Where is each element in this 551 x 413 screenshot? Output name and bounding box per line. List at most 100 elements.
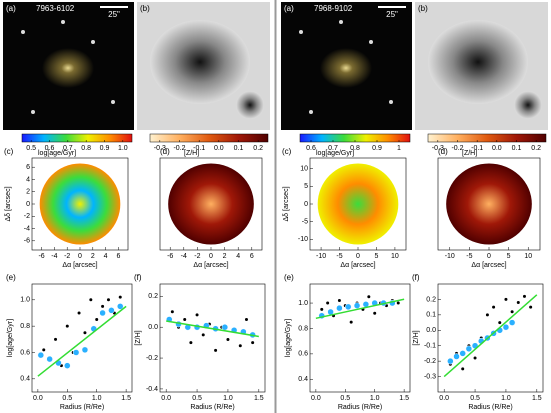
data-point bbox=[516, 301, 520, 305]
x-tick-label: 0 bbox=[487, 253, 491, 260]
binned-point bbox=[81, 346, 89, 354]
star bbox=[61, 20, 65, 24]
binned-point bbox=[108, 307, 115, 314]
data-point bbox=[367, 295, 371, 299]
data-point bbox=[77, 311, 81, 315]
x-tick-label: 5 bbox=[375, 253, 379, 260]
x-tick-label: 0.5 bbox=[62, 395, 72, 402]
colorbar-tick-label: 0.8 bbox=[350, 145, 360, 152]
x-tick-label: 0.5 bbox=[470, 395, 480, 402]
panel-label: (e) bbox=[6, 273, 16, 282]
star bbox=[111, 100, 115, 104]
x-tick-label: 0.5 bbox=[192, 395, 202, 402]
y-tick-label: 10 bbox=[300, 165, 308, 172]
data-point bbox=[65, 324, 69, 328]
map-quantity: log[age/Gyr] bbox=[316, 150, 354, 157]
colorbar-tick-label: 1 bbox=[397, 145, 401, 152]
x-tick-label: -2 bbox=[194, 253, 200, 260]
star bbox=[309, 110, 313, 114]
colorbar-tick-label: 1.0 bbox=[118, 145, 128, 152]
x-tick-label: 0 bbox=[209, 253, 213, 260]
galaxy bbox=[320, 48, 372, 88]
colorbar-tick-label: 0.0 bbox=[214, 145, 224, 152]
y-tick-label: 0.4 bbox=[298, 376, 308, 383]
data-point bbox=[95, 318, 99, 322]
binned-point bbox=[502, 323, 510, 331]
panel-label: (a) bbox=[6, 4, 16, 13]
scale-label: 25" bbox=[386, 10, 398, 19]
star bbox=[389, 100, 393, 104]
y-axis-label: log[age/Gyr] bbox=[7, 319, 14, 357]
colorbar-tick-label: 0.9 bbox=[100, 145, 110, 152]
binned-point bbox=[336, 304, 343, 312]
binned-point bbox=[453, 353, 460, 360]
y-axis-label: log[age/Gyr] bbox=[285, 319, 292, 357]
y-tick-label: 0.8 bbox=[20, 323, 30, 330]
y-tick-label: 4 bbox=[26, 176, 30, 183]
x-axis-label: Δα [arcsec] bbox=[471, 262, 506, 269]
x-tick-label: 0.0 bbox=[161, 395, 171, 402]
colorbar-tick-label: -0.1 bbox=[193, 145, 205, 152]
data-point bbox=[183, 317, 187, 321]
colorbar-tick-label: 0.1 bbox=[234, 145, 244, 152]
map-quantity: [Z/H] bbox=[462, 150, 477, 157]
map-quantity: [Z/H] bbox=[184, 150, 199, 157]
colorbar-tick-label: 0.7 bbox=[328, 145, 338, 152]
data-point bbox=[101, 304, 105, 308]
x-tick-label: 6 bbox=[250, 253, 254, 260]
data-point bbox=[529, 305, 533, 309]
y-axis-label: [Z/H] bbox=[413, 330, 420, 345]
binned-point bbox=[116, 303, 124, 310]
colorbar-tick-label: 0.5 bbox=[26, 145, 36, 152]
x-tick-label: 2 bbox=[223, 253, 227, 260]
x-tick-label: 10 bbox=[391, 253, 399, 260]
y-tick-label: -4 bbox=[24, 225, 30, 232]
x-tick-label: 0.0 bbox=[311, 395, 321, 402]
x-tick-label: 6 bbox=[116, 253, 120, 260]
binned-point bbox=[99, 309, 106, 317]
data-point bbox=[337, 299, 341, 303]
data-point bbox=[349, 320, 353, 324]
data-point bbox=[396, 301, 400, 305]
y-tick-label: 0 bbox=[26, 201, 30, 208]
binned-point bbox=[221, 323, 229, 331]
star bbox=[31, 110, 35, 114]
colorbar-tick-label: 0.0 bbox=[492, 145, 502, 152]
colorbar-tick-label: -0.2 bbox=[451, 145, 463, 152]
x-tick-label: 1.5 bbox=[399, 395, 409, 402]
y-axis-label: Δδ [arcsec] bbox=[5, 186, 12, 221]
data-point bbox=[473, 356, 477, 360]
map bbox=[39, 163, 121, 245]
x-tick-label: 1.0 bbox=[370, 395, 380, 402]
colorbar-tick-label: -0.3 bbox=[432, 145, 444, 152]
galaxy-gray bbox=[428, 20, 528, 104]
map bbox=[317, 163, 399, 245]
data-point bbox=[461, 367, 465, 371]
colorbar-tick-label: -0.2 bbox=[173, 145, 185, 152]
x-tick-label: -6 bbox=[167, 253, 173, 260]
x-tick-label: -5 bbox=[336, 253, 342, 260]
x-tick-label: 1.0 bbox=[501, 395, 511, 402]
y-tick-label: -0.4 bbox=[146, 386, 158, 393]
y-tick-label: -0.1 bbox=[424, 343, 436, 350]
data-point bbox=[214, 348, 218, 352]
colorbar-tick-label: -0.1 bbox=[471, 145, 483, 152]
panel-label: (c) bbox=[4, 147, 14, 156]
binned-point bbox=[459, 350, 466, 357]
y-tick-label: 1.0 bbox=[20, 297, 30, 304]
data-point bbox=[54, 337, 58, 341]
colorbar bbox=[21, 133, 133, 143]
panel-label: (d) bbox=[160, 147, 170, 156]
star bbox=[21, 30, 25, 34]
y-tick-label: 2 bbox=[26, 189, 30, 196]
colorbar-tick-label: 0.2 bbox=[531, 145, 541, 152]
star bbox=[299, 30, 303, 34]
data-point bbox=[238, 344, 242, 348]
colorbar-tick-label: -0.3 bbox=[154, 145, 166, 152]
y-tick-label: 0.8 bbox=[298, 325, 308, 332]
x-tick-label: -2 bbox=[64, 253, 70, 260]
map bbox=[168, 163, 254, 245]
data-point bbox=[522, 294, 526, 298]
x-axis-label: Radius (R/Re) bbox=[60, 404, 104, 411]
